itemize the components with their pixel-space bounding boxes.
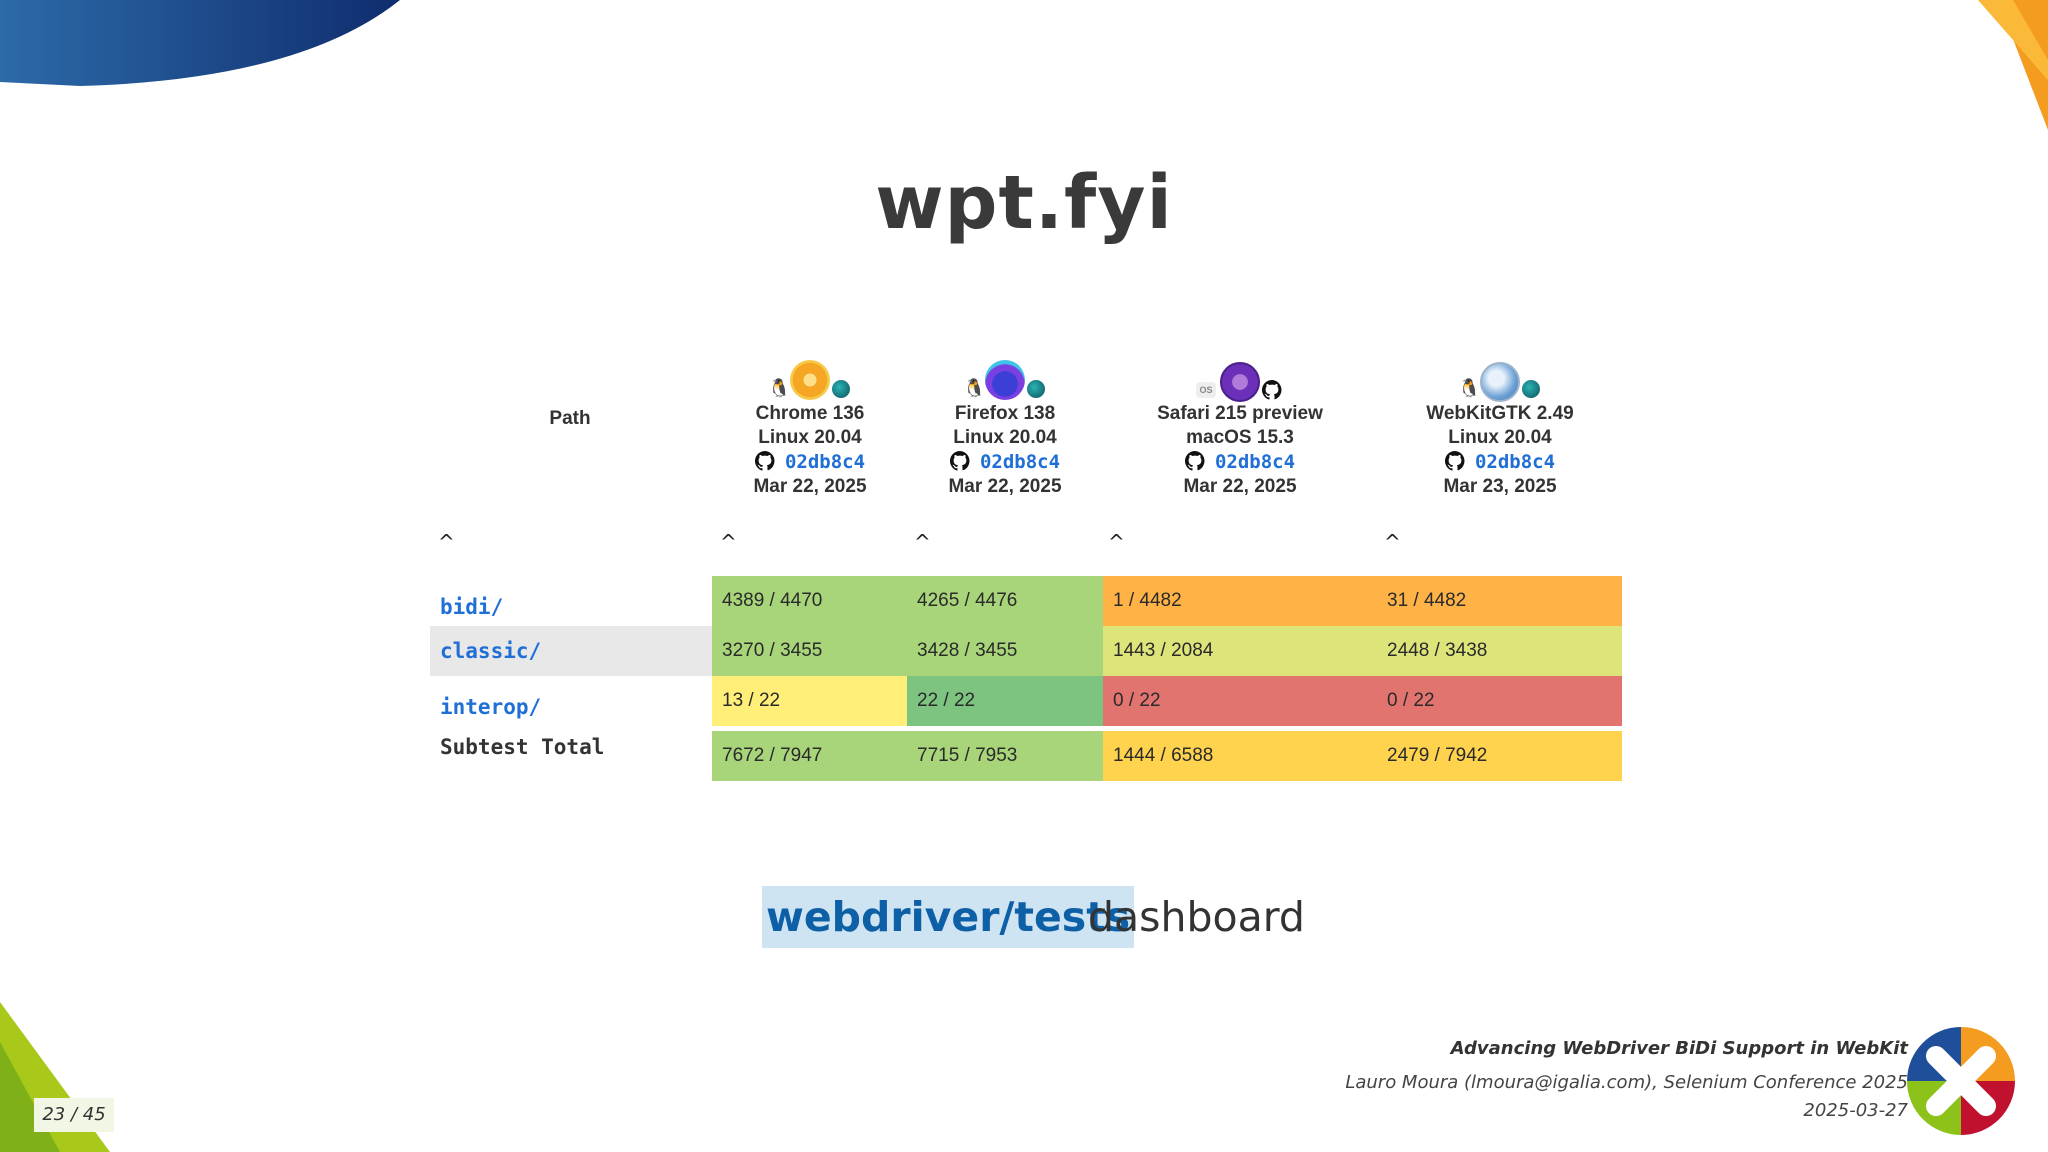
talk-title: Advancing WebDriver BiDi Support in WebK…	[1450, 1038, 1908, 1059]
path-link-classic[interactable]: classic/	[430, 626, 720, 676]
top-left-decoration	[0, 0, 400, 86]
chrome-icon	[790, 360, 830, 400]
commit-link[interactable]: 02db8c4	[979, 451, 1061, 473]
apple-icon: OS	[1196, 382, 1216, 398]
subtest-total-label: Subtest Total	[440, 735, 605, 759]
igalia-logo-icon	[1907, 1027, 2015, 1135]
result-cell[interactable]: 22 / 22	[907, 676, 1103, 726]
browser-column-firefox: 🐧 Firefox 138 Linux 20.04 02db8c4 Mar 22…	[885, 360, 1125, 499]
browser-commit[interactable]: 02db8c4	[690, 450, 930, 475]
result-cell[interactable]: 2448 / 3438	[1377, 626, 1622, 676]
top-right-decoration	[1978, 0, 2048, 130]
sort-safari-button[interactable]: ^	[1108, 530, 1125, 554]
webkit-globe-icon	[1480, 362, 1520, 402]
slide-title: wpt.fyi	[875, 160, 1173, 246]
result-cell[interactable]: 4265 / 4476	[907, 576, 1103, 626]
result-cell[interactable]: 31 / 4482	[1377, 576, 1622, 626]
result-cell[interactable]: 3270 / 3455	[712, 626, 907, 676]
browser-date: Mar 22, 2025	[948, 476, 1062, 497]
safari-icon	[1220, 362, 1260, 402]
commit-link[interactable]: 02db8c4	[784, 451, 866, 473]
total-cell: 7715 / 7953	[907, 731, 1103, 781]
sort-firefox-button[interactable]: ^	[914, 530, 931, 554]
browser-column-chrome: 🐧 Chrome 136 Linux 20.04 02db8c4 Mar 22,…	[690, 360, 930, 499]
browser-commit[interactable]: 02db8c4	[885, 450, 1125, 475]
dashboard-label: dashboard	[1088, 893, 1305, 941]
path-link-bidi[interactable]: bidi/	[440, 595, 504, 619]
sort-chrome-button[interactable]: ^	[720, 530, 737, 554]
path-column-header[interactable]: Path	[549, 408, 591, 429]
github-icon	[1444, 451, 1465, 471]
browser-date: Mar 22, 2025	[753, 476, 867, 497]
browser-os: macOS 15.3	[1186, 427, 1294, 448]
result-cell[interactable]: 0 / 22	[1103, 676, 1377, 726]
linux-icon: 🐧	[1458, 378, 1481, 398]
page-separator: /	[70, 1104, 78, 1125]
runner-icon	[1027, 380, 1045, 398]
result-cell[interactable]: 4389 / 4470	[712, 576, 907, 626]
total-pages: 45	[82, 1104, 106, 1125]
linux-icon: 🐧	[768, 378, 791, 398]
result-cell[interactable]: 1443 / 2084	[1103, 626, 1377, 676]
github-icon	[1184, 451, 1205, 471]
browser-date: Mar 22, 2025	[1183, 476, 1297, 497]
browser-date: Mar 23, 2025	[1443, 476, 1557, 497]
commit-link[interactable]: 02db8c4	[1474, 451, 1556, 473]
total-cell: 2479 / 7942	[1377, 731, 1622, 781]
linux-icon: 🐧	[963, 378, 986, 398]
sort-webkitgtk-button[interactable]: ^	[1384, 530, 1401, 554]
browser-os: Linux 20.04	[1448, 427, 1552, 448]
github-icon	[949, 451, 970, 471]
browser-os: Linux 20.04	[758, 427, 862, 448]
github-icon	[754, 451, 775, 471]
browser-commit[interactable]: 02db8c4	[1380, 450, 1620, 475]
talk-author: Lauro Moura (lmoura@igalia.com), Seleniu…	[1345, 1072, 1908, 1093]
browser-name: Safari 215 preview	[1157, 403, 1323, 424]
webdriver-tests-link[interactable]: webdriver/tests	[762, 886, 1135, 948]
talk-date: 2025-03-27	[1803, 1100, 1908, 1121]
result-cell[interactable]: 3428 / 3455	[907, 626, 1103, 676]
firefox-icon	[985, 360, 1025, 400]
github-icon	[1262, 380, 1282, 400]
browser-column-webkitgtk: 🐧 WebKitGTK 2.49 Linux 20.04 02db8c4 Mar…	[1380, 360, 1620, 499]
result-cell[interactable]: 1 / 4482	[1103, 576, 1377, 626]
result-cell[interactable]: 0 / 22	[1377, 676, 1622, 726]
browser-column-safari: OS Safari 215 preview macOS 15.3 02db8c4…	[1120, 360, 1360, 499]
browser-name: Chrome 136	[755, 403, 865, 424]
runner-icon	[1522, 380, 1540, 398]
browser-name: WebKitGTK 2.49	[1426, 403, 1574, 424]
sort-path-button[interactable]: ^	[438, 530, 455, 554]
browser-commit[interactable]: 02db8c4	[1120, 450, 1360, 475]
runner-icon	[832, 380, 850, 398]
result-cell[interactable]: 13 / 22	[712, 676, 907, 726]
total-cell: 7672 / 7947	[712, 731, 907, 781]
total-cell: 1444 / 6588	[1103, 731, 1377, 781]
page-number: 23 / 45	[34, 1098, 114, 1132]
browser-os: Linux 20.04	[953, 427, 1057, 448]
commit-link[interactable]: 02db8c4	[1214, 451, 1296, 473]
path-link-interop[interactable]: interop/	[440, 695, 542, 719]
current-page: 23	[42, 1104, 66, 1125]
browser-name: Firefox 138	[954, 403, 1056, 424]
